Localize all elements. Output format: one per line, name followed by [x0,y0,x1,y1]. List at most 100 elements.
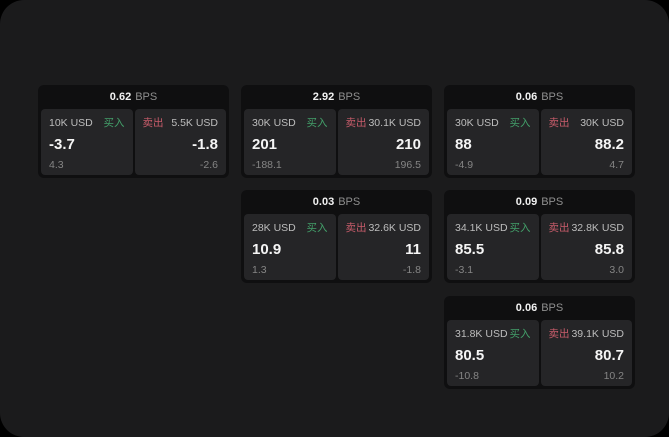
sell-panel-header: 卖出 30.1K USD [346,115,422,130]
bps-value: 0.06 [515,302,538,314]
buy-delta: -4.9 [455,158,474,171]
sell-price: 85.8 [594,241,624,259]
buy-price: -3.7 [49,136,75,154]
quote-card: 0.06 BPS 30K USD 买入 88 -4.9 卖出 30K USD 8… [444,85,635,178]
sell-side-label: 卖出 [548,222,570,234]
card-header: 0.09 BPS [444,190,635,214]
sell-delta: 196.5 [394,158,421,171]
bps-unit-label: BPS [541,91,564,103]
buy-price: 88 [455,136,472,154]
sell-amount: 30K USD [580,116,624,129]
card-header: 0.06 BPS [444,85,635,109]
sell-price: 11 [405,241,421,259]
sell-delta: 4.7 [609,158,624,171]
sell-amount: 32.6K USD [368,221,421,234]
bps-value: 0.03 [312,196,335,208]
buy-price: 85.5 [455,241,485,259]
card-body: 34.1K USD 买入 85.5 -3.1 卖出 32.8K USD 85.8… [444,214,635,283]
card-body: 31.8K USD 买入 80.5 -10.8 卖出 39.1K USD 80.… [444,320,635,389]
sell-panel-header: 卖出 5.5K USD [143,115,219,130]
sell-delta: -1.8 [402,263,421,276]
buy-side-label: 买入 [509,328,531,340]
sell-quote-panel[interactable]: 卖出 32.8K USD 85.8 3.0 [540,214,632,280]
bps-value: 0.62 [109,91,132,103]
sell-side-label: 卖出 [345,117,367,129]
sell-delta: 3.0 [609,263,624,276]
buy-panel-header: 30K USD 买入 [252,115,328,130]
buy-panel-header: 10K USD 买入 [49,115,125,130]
quote-card: 0.62 BPS 10K USD 买入 -3.7 4.3 卖出 5.5K USD… [38,85,229,178]
buy-quote-panel[interactable]: 31.8K USD 买入 80.5 -10.8 [447,320,539,386]
sell-price: -1.8 [192,136,218,154]
sell-panel-header: 卖出 30K USD [549,115,625,130]
sell-panel-header: 卖出 32.8K USD [549,220,625,235]
sell-side-label: 卖出 [142,117,164,129]
buy-quote-panel[interactable]: 28K USD 买入 10.9 1.3 [244,214,336,280]
buy-panel-header: 31.8K USD 买入 [455,326,531,341]
buy-amount: 28K USD [252,221,296,234]
bps-unit-label: BPS [338,196,361,208]
buy-quote-panel[interactable]: 34.1K USD 买入 85.5 -3.1 [447,214,539,280]
buy-amount: 30K USD [252,116,296,129]
buy-panel-header: 28K USD 买入 [252,220,328,235]
sell-delta: -2.6 [199,158,218,171]
buy-delta: -188.1 [252,158,282,171]
buy-delta: 4.3 [49,158,64,171]
card-body: 28K USD 买入 10.9 1.3 卖出 32.6K USD 11 -1.8 [241,214,432,283]
buy-amount: 30K USD [455,116,499,129]
sell-delta: 10.2 [603,369,624,382]
buy-side-label: 买入 [103,117,125,129]
sell-quote-panel[interactable]: 卖出 32.6K USD 11 -1.8 [337,214,429,280]
buy-amount: 10K USD [49,116,93,129]
buy-delta: -10.8 [455,369,479,382]
sell-price: 88.2 [594,136,624,154]
buy-side-label: 买入 [509,222,531,234]
card-header: 0.06 BPS [444,296,635,320]
sell-amount: 32.8K USD [571,221,624,234]
buy-price: 10.9 [252,241,282,259]
buy-quote-panel[interactable]: 10K USD 买入 -3.7 4.3 [41,109,133,175]
bps-value: 0.09 [515,196,538,208]
card-header: 2.92 BPS [241,85,432,109]
quote-card: 0.06 BPS 31.8K USD 买入 80.5 -10.8 卖出 39.1… [444,296,635,389]
sell-quote-panel[interactable]: 卖出 5.5K USD -1.8 -2.6 [134,109,226,175]
buy-side-label: 买入 [306,117,328,129]
buy-quote-panel[interactable]: 30K USD 买入 88 -4.9 [447,109,539,175]
bps-unit-label: BPS [338,91,361,103]
buy-side-label: 买入 [306,222,328,234]
sell-panel-header: 卖出 32.6K USD [346,220,422,235]
quote-card: 2.92 BPS 30K USD 买入 201 -188.1 卖出 30.1K … [241,85,432,178]
bps-value: 2.92 [312,91,335,103]
sell-side-label: 卖出 [548,117,570,129]
card-header: 0.62 BPS [38,85,229,109]
buy-quote-panel[interactable]: 30K USD 买入 201 -188.1 [244,109,336,175]
buy-delta: 1.3 [252,263,267,276]
sell-price: 210 [395,136,421,154]
sell-side-label: 卖出 [345,222,367,234]
card-body: 30K USD 买入 88 -4.9 卖出 30K USD 88.2 4.7 [444,109,635,178]
quote-card: 0.09 BPS 34.1K USD 买入 85.5 -3.1 卖出 32.8K… [444,190,635,283]
sell-amount: 5.5K USD [171,116,218,129]
card-header: 0.03 BPS [241,190,432,214]
sell-price: 80.7 [594,347,624,365]
sell-amount: 30.1K USD [368,116,421,129]
bps-unit-label: BPS [135,91,158,103]
sell-amount: 39.1K USD [571,327,624,340]
sell-panel-header: 卖出 39.1K USD [549,326,625,341]
sell-quote-panel[interactable]: 卖出 30K USD 88.2 4.7 [540,109,632,175]
buy-amount: 31.8K USD [455,327,508,340]
buy-delta: -3.1 [455,263,474,276]
buy-price: 80.5 [455,347,485,365]
bps-value: 0.06 [515,91,538,103]
buy-panel-header: 30K USD 买入 [455,115,531,130]
sell-quote-panel[interactable]: 卖出 39.1K USD 80.7 10.2 [540,320,632,386]
buy-panel-header: 34.1K USD 买入 [455,220,531,235]
buy-amount: 34.1K USD [455,221,508,234]
bps-unit-label: BPS [541,302,564,314]
quote-card: 0.03 BPS 28K USD 买入 10.9 1.3 卖出 32.6K US… [241,190,432,283]
sell-quote-panel[interactable]: 卖出 30.1K USD 210 196.5 [337,109,429,175]
sell-side-label: 卖出 [548,328,570,340]
buy-side-label: 买入 [509,117,531,129]
card-body: 10K USD 买入 -3.7 4.3 卖出 5.5K USD -1.8 -2.… [38,109,229,178]
